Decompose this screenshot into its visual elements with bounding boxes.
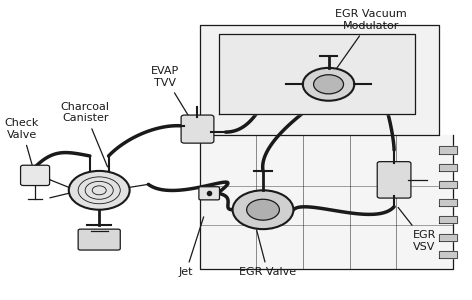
- Polygon shape: [438, 216, 457, 223]
- Text: Jet: Jet: [178, 217, 203, 278]
- Circle shape: [233, 190, 294, 229]
- Polygon shape: [219, 34, 415, 114]
- FancyBboxPatch shape: [21, 165, 50, 185]
- Text: Check
Valve: Check Valve: [5, 118, 39, 173]
- Text: EGR Valve: EGR Valve: [239, 230, 296, 278]
- Polygon shape: [438, 251, 457, 258]
- Polygon shape: [438, 164, 457, 171]
- Circle shape: [247, 199, 279, 220]
- FancyBboxPatch shape: [78, 229, 120, 250]
- Polygon shape: [200, 25, 438, 135]
- FancyBboxPatch shape: [377, 162, 411, 198]
- Polygon shape: [438, 146, 457, 154]
- Circle shape: [303, 68, 354, 101]
- Text: EGR Vacuum
Modulator: EGR Vacuum Modulator: [330, 9, 406, 78]
- Polygon shape: [438, 233, 457, 241]
- FancyBboxPatch shape: [199, 187, 219, 200]
- Text: EGR
VSV: EGR VSV: [398, 207, 436, 252]
- FancyBboxPatch shape: [181, 115, 214, 143]
- Text: Charcoal
Canister: Charcoal Canister: [61, 102, 110, 167]
- Text: EVAP
TVV: EVAP TVV: [151, 66, 196, 128]
- Polygon shape: [438, 199, 457, 206]
- Polygon shape: [438, 181, 457, 188]
- Circle shape: [313, 75, 344, 94]
- Polygon shape: [200, 135, 453, 269]
- Circle shape: [69, 171, 130, 210]
